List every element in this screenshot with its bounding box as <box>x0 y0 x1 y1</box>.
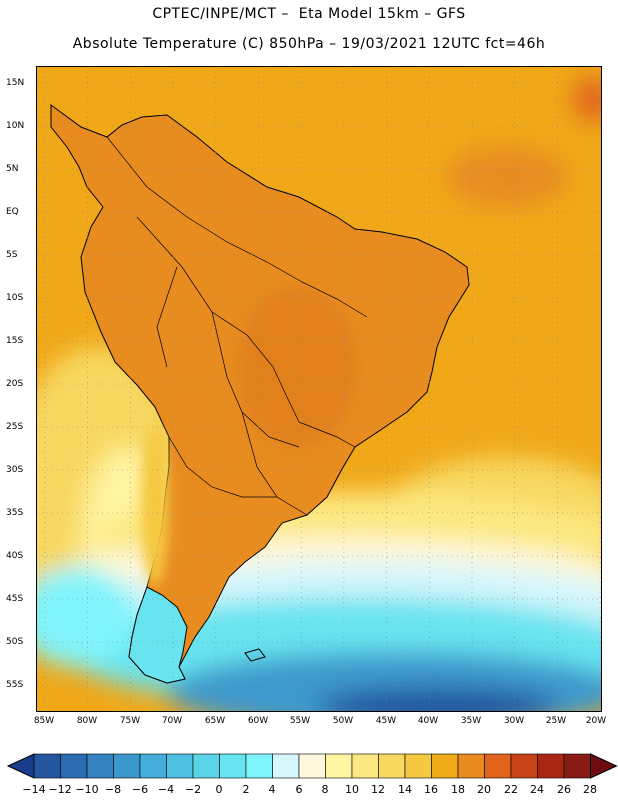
lat-label-eq: EQ <box>6 207 19 217</box>
lat-label-15n: 15N <box>6 78 25 88</box>
map-panel[interactable] <box>36 66 602 712</box>
colorbar-cell <box>457 753 485 779</box>
colorbar-cell <box>245 753 273 779</box>
lat-label-50s: 50S <box>6 637 24 647</box>
colorbar-cell <box>33 753 61 779</box>
falklands <box>244 648 266 662</box>
colorbar-cell <box>431 753 459 779</box>
lon-label-75w: 75W <box>119 716 141 726</box>
colorbar-cell <box>219 753 247 779</box>
lat-label-25s: 25S <box>6 422 24 432</box>
colorbar-cell <box>537 753 565 779</box>
colorbar-cell <box>113 753 141 779</box>
colorbar-cell <box>378 753 406 779</box>
field-land-hot <box>237 287 357 447</box>
patagonia-cool <box>128 586 188 684</box>
lon-label-25w: 25W <box>545 716 567 726</box>
colorbar <box>6 753 618 779</box>
colorbar-cell <box>298 753 326 779</box>
colorbar-cell <box>86 753 114 779</box>
field-warm-northeast <box>447 147 567 207</box>
lon-label-30w: 30W <box>503 716 525 726</box>
lat-label-45s: 45S <box>6 594 24 604</box>
colorbar-cell <box>272 753 300 779</box>
colorbar-cell <box>484 753 512 779</box>
lat-label-10n: 10N <box>6 121 25 131</box>
colorbar-cell <box>139 753 167 779</box>
colorbar-label: 8 <box>321 783 329 796</box>
field-cyan-southwest <box>37 567 137 667</box>
colorbar-label: −2 <box>184 783 202 796</box>
country-borders <box>106 136 368 516</box>
lat-label-55s: 55S <box>6 680 24 690</box>
colorbar-arrow-left <box>6 753 35 779</box>
colorbar-label: 18 <box>451 783 465 796</box>
colorbar-cell <box>166 753 194 779</box>
colorbar-label: −8 <box>104 783 122 796</box>
colorbar-label: 2 <box>242 783 250 796</box>
colorbar-cell <box>404 753 432 779</box>
lon-label-60w: 60W <box>247 716 269 726</box>
colorbar-label: −6 <box>131 783 149 796</box>
lon-label-20w: 20W <box>585 716 607 726</box>
colorbar-label: 28 <box>583 783 597 796</box>
lon-label-70w: 70W <box>161 716 183 726</box>
lon-label-35w: 35W <box>460 716 482 726</box>
colorbar-label: 24 <box>530 783 544 796</box>
lat-label-10s: 10S <box>6 293 24 303</box>
lon-label-55w: 55W <box>289 716 311 726</box>
south-america <box>50 104 470 684</box>
lat-label-5n: 5N <box>6 164 19 174</box>
lat-label-5s: 5S <box>6 250 18 260</box>
lat-label-30s: 30S <box>6 465 24 475</box>
colorbar-cell <box>325 753 353 779</box>
lon-label-85w: 85W <box>33 716 55 726</box>
temperature-map <box>37 67 601 711</box>
lon-label-80w: 80W <box>76 716 98 726</box>
lon-label-45w: 45W <box>375 716 397 726</box>
colorbar-label: 16 <box>424 783 438 796</box>
chart-subtitle: Absolute Temperature (C) 850hPa – 19/03/… <box>72 36 546 52</box>
colorbar-cell <box>192 753 220 779</box>
lat-label-40s: 40S <box>6 551 24 561</box>
lon-label-65w: 65W <box>204 716 226 726</box>
lat-label-15s: 15S <box>6 336 24 346</box>
colorbar-cell <box>563 753 591 779</box>
colorbar-label: 4 <box>268 783 276 796</box>
colorbar-label: 6 <box>295 783 303 796</box>
colorbar-label: 0 <box>215 783 223 796</box>
colorbar-label: −10 <box>75 783 99 796</box>
colorbar-cell <box>351 753 379 779</box>
colorbar-label: 12 <box>371 783 385 796</box>
colorbar-arrow-right <box>590 753 618 779</box>
colorbar-label: 20 <box>477 783 491 796</box>
colorbar-cell <box>60 753 88 779</box>
colorbar-label: 26 <box>557 783 571 796</box>
field-darkblue-south <box>317 687 557 711</box>
lon-label-50w: 50W <box>332 716 354 726</box>
colorbar-label: −14 <box>22 783 46 796</box>
colorbar-label: −4 <box>157 783 175 796</box>
field-land-cool-andes <box>141 427 169 587</box>
colorbar-label: 22 <box>504 783 518 796</box>
colorbar-label: 10 <box>345 783 359 796</box>
colorbar-cells <box>6 753 618 779</box>
lat-label-35s: 35S <box>6 508 24 518</box>
colorbar-label: −12 <box>48 783 72 796</box>
colorbar-cell <box>510 753 538 779</box>
lon-label-40w: 40W <box>417 716 439 726</box>
chart-title: CPTEC/INPE/MCT – Eta Model 15km – GFS <box>152 6 466 22</box>
field-hot-northeast <box>573 77 601 121</box>
colorbar-label: 14 <box>398 783 412 796</box>
lat-label-20s: 20S <box>6 379 24 389</box>
